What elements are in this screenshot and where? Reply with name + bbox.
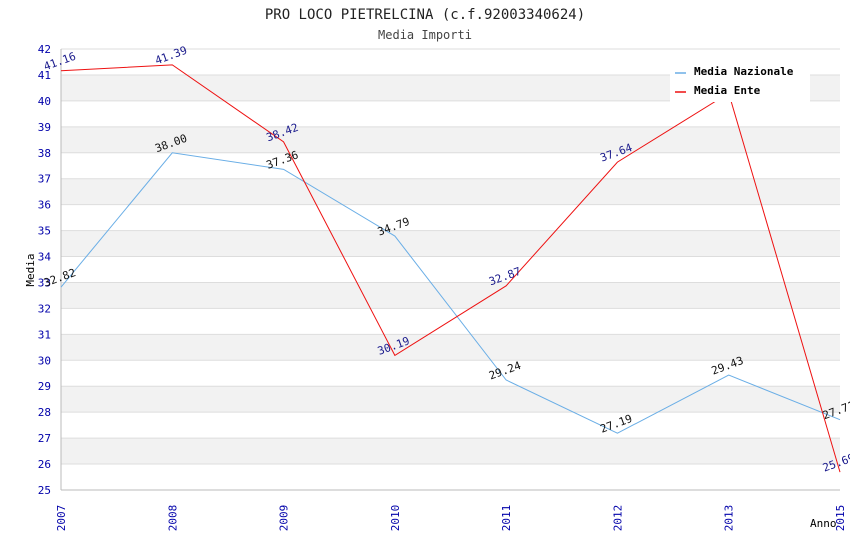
y-tick-label: 25 (38, 484, 51, 497)
y-tick-label: 34 (38, 251, 52, 264)
series-line-media-ente (60, 64, 841, 473)
x-tick-label: 2013 (723, 505, 736, 532)
y-tick-label: 39 (38, 121, 51, 134)
x-tick-label: 2010 (389, 505, 402, 532)
x-tick-label: 2011 (500, 505, 513, 532)
legend-box (670, 62, 810, 102)
grid-band (61, 230, 840, 257)
grid-band (61, 438, 840, 465)
y-tick-label: 35 (38, 225, 51, 238)
x-tick-label: 2015 (834, 505, 847, 532)
data-label-ente: 41.39 (153, 44, 189, 68)
grid-bands (61, 74, 840, 465)
y-tick-label: 27 (38, 432, 51, 445)
series-line-media-nazionale (60, 152, 841, 434)
y-tick-label: 33 (38, 276, 51, 289)
x-axis-label: Anno (810, 517, 837, 530)
y-axis-ticks: 25 26 27 28 29 30 31 32 33 34 35 36 37 38 39 40 41 42 (38, 43, 52, 497)
y-axis-label: Media (24, 253, 37, 286)
legend-label-ente: Media Ente (694, 84, 761, 97)
y-tick-label: 41 (38, 69, 51, 82)
y-tick-label: 36 (38, 199, 51, 212)
y-tick-label: 40 (38, 95, 51, 108)
y-tick-label: 30 (38, 354, 51, 367)
y-tick-label: 28 (38, 406, 51, 419)
y-tick-label: 29 (38, 380, 51, 393)
y-tick-label: 37 (38, 173, 51, 186)
x-tick-label: 2008 (166, 505, 179, 532)
legend: Media Nazionale Media Ente (670, 62, 810, 102)
grid-lines (61, 48, 840, 491)
x-tick-label: 2012 (611, 505, 624, 532)
x-tick-label: 2007 (55, 505, 68, 532)
grid-band (61, 126, 840, 153)
chart-title: PRO LOCO PIETRELCINA (c.f.92003340624) (265, 7, 585, 23)
y-tick-label: 32 (38, 302, 51, 315)
chart-subtitle: Media Importi (378, 28, 472, 42)
legend-label-nazionale: Media Nazionale (694, 65, 794, 78)
x-tick-label: 2009 (278, 505, 291, 532)
x-axis-ticks: 2007 2008 2009 2010 2011 2012 2013 2015 (55, 505, 847, 532)
grid-band (61, 282, 840, 309)
y-tick-label: 31 (38, 328, 51, 341)
axes (60, 49, 840, 491)
grid-band (61, 386, 840, 413)
grid-band (61, 334, 840, 361)
grid-band (61, 178, 840, 205)
series-lines (60, 64, 841, 473)
y-tick-label: 38 (38, 147, 51, 160)
y-tick-label: 42 (38, 43, 51, 56)
y-tick-label: 26 (38, 458, 51, 471)
